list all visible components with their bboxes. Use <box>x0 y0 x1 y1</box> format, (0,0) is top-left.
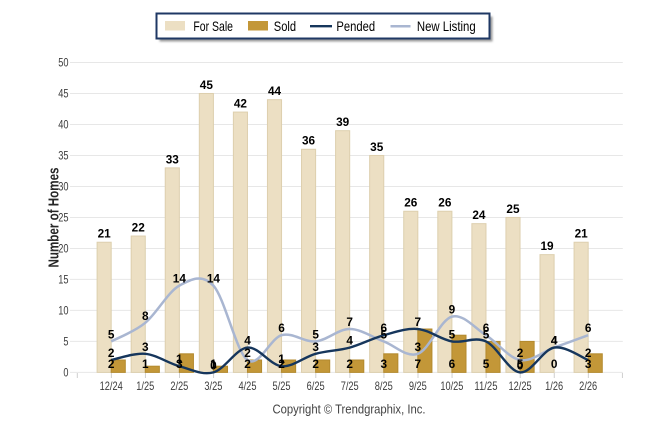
svg-text:36: 36 <box>302 134 316 148</box>
svg-text:26: 26 <box>438 196 452 210</box>
svg-text:1: 1 <box>176 352 183 366</box>
svg-text:14: 14 <box>207 272 221 286</box>
svg-text:19: 19 <box>540 239 554 253</box>
svg-text:0: 0 <box>551 357 558 371</box>
svg-text:6: 6 <box>585 321 592 335</box>
svg-text:7: 7 <box>346 315 353 329</box>
svg-text:5: 5 <box>449 327 456 341</box>
svg-text:3: 3 <box>176 357 183 371</box>
svg-text:2: 2 <box>346 357 353 371</box>
svg-text:3: 3 <box>585 357 592 371</box>
svg-text:2: 2 <box>108 346 115 360</box>
svg-text:42: 42 <box>234 96 248 110</box>
svg-text:6: 6 <box>278 321 285 335</box>
svg-text:2: 2 <box>312 357 319 371</box>
svg-text:2/26: 2/26 <box>579 379 597 393</box>
svg-text:2: 2 <box>244 357 251 371</box>
svg-text:0: 0 <box>517 358 524 372</box>
svg-text:0: 0 <box>210 358 217 372</box>
svg-text:3/25: 3/25 <box>204 379 222 393</box>
svg-text:5: 5 <box>312 327 319 341</box>
svg-text:4: 4 <box>551 334 558 348</box>
svg-text:35: 35 <box>370 140 384 154</box>
svg-text:3: 3 <box>312 340 319 354</box>
svg-text:10: 10 <box>58 304 69 318</box>
svg-text:45: 45 <box>58 87 69 101</box>
svg-text:21: 21 <box>575 227 589 241</box>
svg-text:4: 4 <box>551 334 558 348</box>
svg-text:4/25: 4/25 <box>238 379 256 393</box>
svg-text:26: 26 <box>404 196 418 210</box>
svg-text:2: 2 <box>278 357 285 371</box>
svg-text:5: 5 <box>483 327 490 341</box>
svg-text:6: 6 <box>483 321 490 335</box>
svg-text:7/25: 7/25 <box>341 379 359 393</box>
svg-text:35: 35 <box>58 149 69 163</box>
svg-text:2: 2 <box>585 346 592 360</box>
svg-text:3: 3 <box>380 357 387 371</box>
svg-text:Sold: Sold <box>274 18 296 34</box>
svg-text:2: 2 <box>517 346 524 360</box>
svg-text:5: 5 <box>483 357 490 371</box>
svg-text:44: 44 <box>268 84 282 98</box>
svg-text:5: 5 <box>380 327 387 341</box>
svg-text:2: 2 <box>108 357 115 371</box>
svg-text:5/25: 5/25 <box>273 379 291 393</box>
svg-text:30: 30 <box>58 180 69 194</box>
svg-text:5: 5 <box>517 357 524 371</box>
svg-text:12/25: 12/25 <box>508 379 531 393</box>
svg-text:12/24: 12/24 <box>100 379 123 393</box>
svg-text:21: 21 <box>98 227 112 241</box>
svg-text:9/25: 9/25 <box>409 379 427 393</box>
svg-text:33: 33 <box>166 152 180 166</box>
svg-text:25: 25 <box>58 211 69 225</box>
svg-text:39: 39 <box>336 115 350 129</box>
svg-text:3: 3 <box>415 340 422 354</box>
svg-text:10/25: 10/25 <box>440 379 463 393</box>
svg-text:2/25: 2/25 <box>170 379 188 393</box>
svg-text:9: 9 <box>449 303 456 317</box>
svg-text:8: 8 <box>142 309 149 323</box>
svg-text:For Sale: For Sale <box>193 18 233 34</box>
svg-text:22: 22 <box>132 220 146 234</box>
svg-text:7: 7 <box>415 357 422 371</box>
svg-text:Pended: Pended <box>336 18 375 34</box>
svg-text:1/26: 1/26 <box>545 379 563 393</box>
svg-text:Copyright © Trendgraphix, Inc.: Copyright © Trendgraphix, Inc. <box>273 402 426 416</box>
svg-text:4: 4 <box>346 334 353 348</box>
svg-text:15: 15 <box>58 273 69 287</box>
svg-text:6: 6 <box>380 321 387 335</box>
svg-text:25: 25 <box>506 202 520 216</box>
svg-text:0: 0 <box>63 366 68 380</box>
svg-text:New Listing: New Listing <box>417 18 476 34</box>
svg-text:5: 5 <box>108 327 115 341</box>
svg-text:40: 40 <box>58 118 69 132</box>
svg-text:3: 3 <box>142 340 149 354</box>
svg-text:1: 1 <box>142 357 149 371</box>
svg-text:50: 50 <box>58 56 69 70</box>
svg-text:4: 4 <box>244 334 251 348</box>
svg-text:6/25: 6/25 <box>307 379 325 393</box>
svg-text:1: 1 <box>278 352 285 366</box>
svg-text:8/25: 8/25 <box>375 379 393 393</box>
svg-text:45: 45 <box>200 78 214 92</box>
svg-text:2: 2 <box>244 346 251 360</box>
svg-text:24: 24 <box>472 208 486 222</box>
svg-text:1: 1 <box>210 357 217 371</box>
svg-text:7: 7 <box>415 315 422 329</box>
svg-text:1/25: 1/25 <box>136 379 154 393</box>
svg-text:14: 14 <box>173 272 187 286</box>
svg-text:5: 5 <box>63 335 68 349</box>
svg-text:Number of Homes: Number of Homes <box>46 168 63 268</box>
svg-text:11/25: 11/25 <box>474 379 497 393</box>
svg-text:6: 6 <box>449 357 456 371</box>
svg-text:20: 20 <box>58 242 69 256</box>
